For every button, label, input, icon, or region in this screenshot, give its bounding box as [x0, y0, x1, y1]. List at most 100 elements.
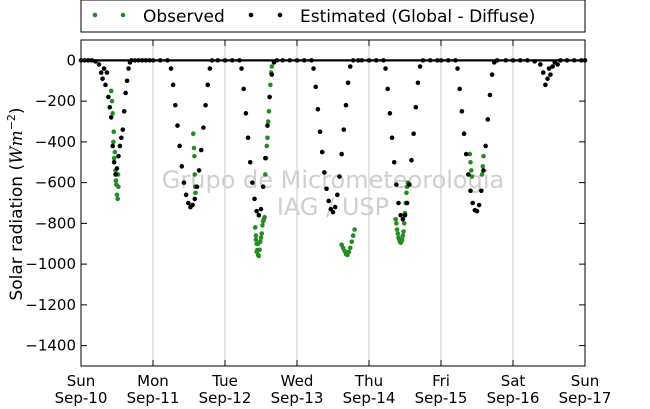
data-point	[108, 115, 114, 120]
data-point	[207, 66, 213, 71]
data-point	[287, 58, 293, 63]
data-point	[106, 94, 111, 100]
data-point	[413, 104, 419, 110]
data-point	[229, 58, 235, 63]
data-point	[116, 153, 121, 159]
data-point	[193, 190, 198, 196]
data-point	[241, 86, 247, 92]
data-point	[309, 58, 314, 63]
data-point	[373, 58, 379, 63]
data-point	[350, 58, 356, 63]
data-point	[319, 149, 325, 155]
data-point	[466, 172, 471, 177]
x-tick-label-date: Sep-12	[199, 389, 252, 407]
data-point	[400, 217, 406, 222]
data-point	[111, 129, 117, 134]
y-tick-label: −400	[35, 133, 76, 151]
data-point	[525, 58, 530, 63]
data-point	[463, 151, 469, 157]
data-point	[394, 227, 400, 232]
data-point	[345, 80, 351, 86]
y-tick-label: 0	[66, 51, 76, 69]
data-point	[407, 182, 412, 187]
x-tick-label-day: Sat	[501, 372, 526, 390]
data-point	[391, 159, 397, 165]
x-tick-label-date: Sep-14	[343, 389, 396, 407]
x-tick-label-day: Tue	[211, 372, 238, 390]
x-tick-label-date: Sep-11	[127, 389, 180, 407]
y-axis-title-main: Solar radiation (	[7, 164, 27, 301]
y-axis-title-close: )	[7, 107, 27, 114]
data-point	[121, 109, 127, 114]
y-tick-label: −1000	[25, 255, 76, 273]
data-point	[120, 127, 126, 132]
data-point	[183, 192, 189, 198]
data-point	[564, 58, 570, 63]
x-tick-label-day: Sun	[67, 372, 96, 390]
data-point	[201, 125, 206, 130]
data-point	[265, 135, 270, 141]
data-point	[294, 58, 300, 63]
data-point	[255, 241, 261, 247]
data-point	[459, 109, 465, 114]
data-point	[165, 58, 170, 63]
data-point	[256, 253, 262, 259]
data-point	[457, 86, 463, 92]
data-point	[398, 212, 403, 218]
x-tick-label-date: Sep-15	[415, 389, 468, 407]
data-point	[393, 217, 398, 222]
data-point	[157, 58, 163, 63]
data-point	[543, 82, 548, 88]
data-point	[179, 164, 185, 169]
data-point	[326, 198, 331, 204]
data-point	[260, 184, 266, 189]
y-tick-label: −1200	[25, 296, 76, 314]
legend-estimated-marker	[277, 12, 283, 18]
data-point	[347, 64, 353, 69]
data-point	[311, 66, 316, 71]
x-tick-label-date: Sep-13	[271, 389, 324, 407]
data-point	[479, 188, 484, 194]
data-point	[404, 190, 409, 196]
data-point	[259, 231, 265, 236]
data-point	[301, 58, 307, 63]
data-point	[205, 82, 211, 88]
data-point	[103, 82, 108, 88]
data-point	[455, 66, 460, 71]
data-point	[350, 233, 356, 238]
data-point	[480, 164, 486, 169]
data-point	[265, 123, 270, 128]
data-point	[114, 192, 120, 198]
data-point	[315, 106, 321, 112]
data-point	[558, 58, 563, 63]
data-point	[550, 64, 555, 69]
data-point	[359, 58, 365, 63]
legend-entry-observed: Observed	[92, 7, 225, 27]
data-point	[89, 58, 95, 63]
data-point	[119, 135, 124, 141]
data-point	[417, 64, 423, 69]
data-point	[355, 58, 361, 63]
data-point	[404, 200, 410, 206]
data-point	[192, 196, 198, 202]
data-point	[517, 58, 523, 63]
data-point	[474, 208, 480, 214]
y-tick-label: −200	[35, 92, 76, 110]
data-point	[239, 66, 244, 71]
data-point	[324, 186, 329, 192]
data-point	[111, 159, 117, 165]
y-axis-title-exponent: −2	[5, 114, 18, 130]
x-tick-label-day: Sun	[571, 372, 600, 390]
data-point	[445, 58, 451, 63]
watermark-line1: Grupo de Micrometeorologia	[162, 166, 504, 194]
data-point	[175, 123, 180, 128]
data-point	[147, 58, 152, 63]
data-point	[366, 58, 372, 63]
data-point	[402, 212, 408, 218]
data-point	[461, 131, 467, 137]
data-point	[264, 143, 270, 149]
y-tick-label: −1400	[25, 337, 76, 355]
data-point	[170, 82, 176, 88]
x-tick-label-day: Mon	[137, 372, 169, 390]
